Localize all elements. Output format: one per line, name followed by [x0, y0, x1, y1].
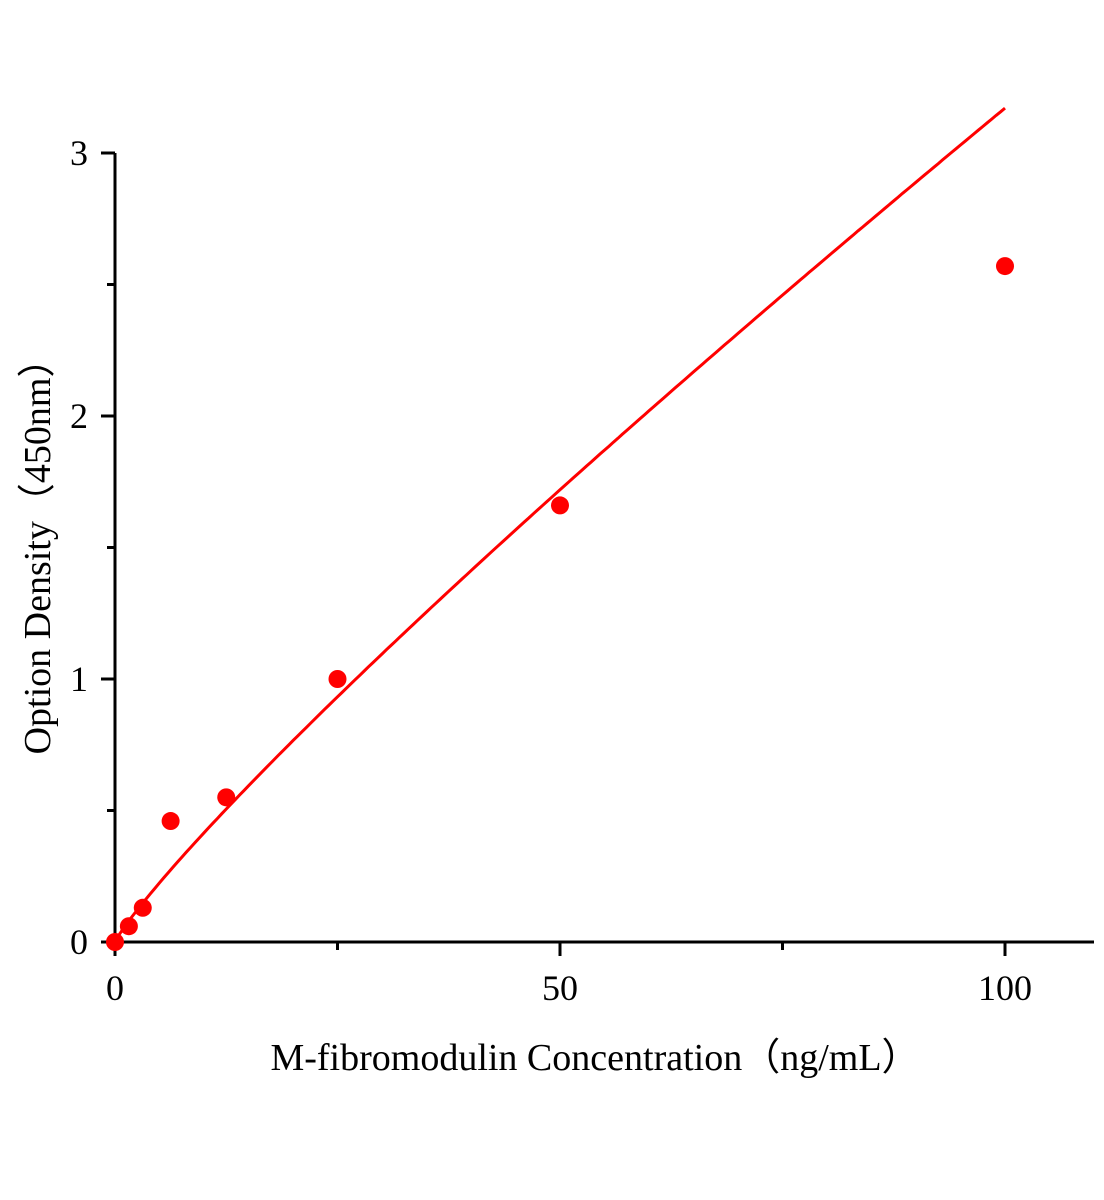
data-point — [328, 670, 347, 688]
y-tick-label: 3 — [70, 133, 88, 173]
y-tick-label: 1 — [70, 659, 88, 699]
data-point — [106, 933, 124, 951]
data-point — [119, 917, 138, 936]
y-tick-label: 2 — [70, 396, 88, 436]
y-tick-label: 0 — [70, 922, 88, 962]
x-axis-label: M-fibromodulin Concentration（ng/mL） — [270, 1037, 919, 1079]
data-point — [217, 788, 236, 807]
data-point — [551, 496, 569, 515]
fit-curve — [113, 106, 1006, 943]
y-axis-label: Option Density（450nm） — [17, 340, 59, 755]
x-tick-label: 50 — [542, 968, 578, 1008]
x-tick-label: 100 — [978, 968, 1032, 1008]
data-point — [996, 257, 1014, 276]
data-point — [161, 812, 180, 831]
data-point — [133, 898, 152, 917]
x-tick-label: 0 — [106, 968, 124, 1008]
